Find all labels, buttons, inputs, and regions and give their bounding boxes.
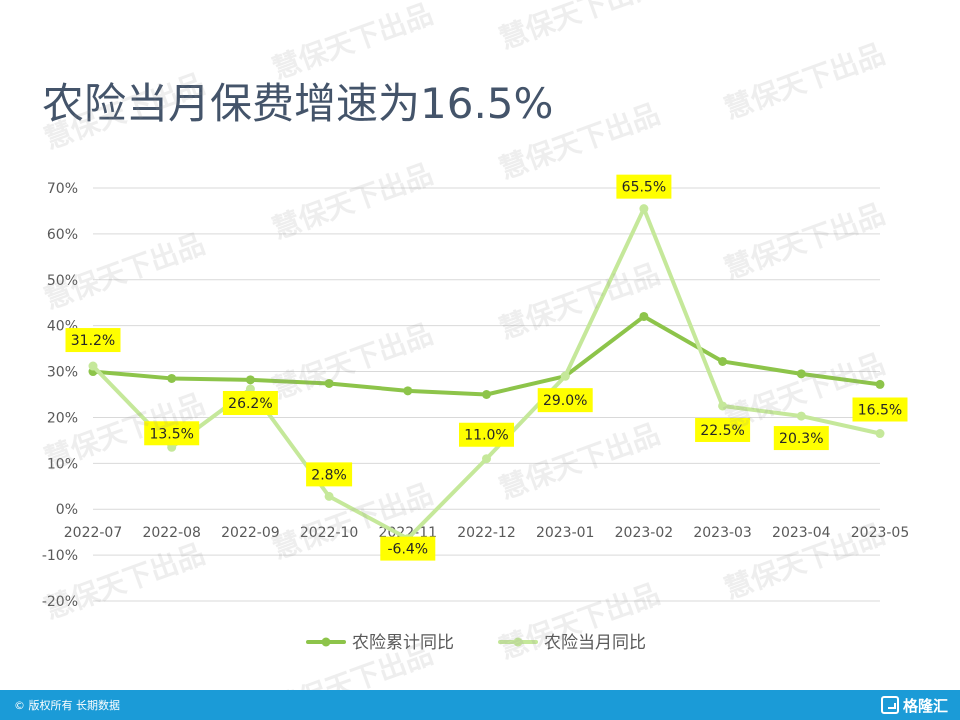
y-tick-label: 50%	[47, 273, 78, 289]
data-point	[796, 369, 806, 379]
data-label: 22.5%	[700, 423, 744, 439]
data-point	[245, 375, 255, 385]
data-label: 16.5%	[858, 403, 902, 419]
legend-label: 农险累计同比	[352, 633, 454, 653]
y-tick-label: 30%	[47, 365, 78, 381]
legend-swatch-marker	[321, 637, 331, 647]
x-tick-label: 2023-05	[851, 525, 910, 541]
series-line	[91, 206, 882, 541]
data-label: 26.2%	[228, 396, 272, 412]
y-tick-label: -10%	[42, 548, 78, 564]
copyright-text: © 版权所有 长期数据	[14, 699, 120, 712]
data-point	[718, 401, 728, 411]
x-tick-label: 2022-10	[300, 525, 359, 541]
data-point	[88, 361, 98, 371]
data-point	[403, 386, 413, 396]
data-label-box	[616, 174, 672, 199]
x-tick-label: 2022-09	[221, 525, 280, 541]
data-point	[639, 204, 649, 214]
x-tick-label: 2022-12	[457, 525, 516, 541]
data-label: 11.0%	[464, 428, 508, 444]
y-tick-label: -20%	[42, 594, 78, 610]
data-label: 29.0%	[543, 393, 587, 409]
data-label-box	[144, 421, 200, 446]
data-label-box	[222, 390, 278, 415]
data-point	[482, 390, 491, 399]
data-label-box	[773, 426, 829, 451]
x-tick-label: 2023-03	[693, 525, 752, 541]
data-label-box	[695, 417, 751, 442]
data-point	[482, 454, 491, 464]
data-point	[324, 491, 334, 501]
legend-swatch-marker	[513, 637, 523, 647]
footer-bar: © 版权所有 长期数据 格隆汇	[0, 690, 960, 720]
data-point	[560, 371, 570, 381]
slide-title: 农险当月保费增速为16.5%	[42, 79, 554, 128]
data-label: 31.2%	[71, 333, 115, 349]
data-label: -6.4%	[387, 542, 428, 558]
brand-logo: 格隆汇	[880, 694, 948, 716]
data-label-box	[537, 388, 593, 413]
y-tick-label: 60%	[47, 227, 78, 243]
x-tick-label: 2023-04	[772, 525, 831, 541]
data-point	[639, 311, 649, 321]
data-point	[875, 379, 885, 389]
x-tick-label: 2022-07	[64, 525, 123, 541]
data-label-box	[306, 462, 353, 487]
y-tick-label: 0%	[56, 502, 78, 518]
data-label: 65.5%	[622, 180, 666, 196]
y-tick-label: 20%	[47, 410, 78, 426]
data-point	[324, 378, 334, 388]
data-point	[718, 356, 728, 366]
data-label-box	[380, 536, 436, 561]
data-point	[875, 429, 885, 439]
x-tick-label: 2023-01	[536, 525, 595, 541]
line-chart: 70%60%50%40%30%20%10%0%-10%-20%2022-07 20…	[42, 174, 910, 653]
y-tick-label: 70%	[47, 181, 78, 197]
data-point	[167, 373, 177, 383]
brand-logo-icon	[880, 696, 899, 714]
data-label: 13.5%	[149, 426, 193, 442]
brand-logo-text: 格隆汇	[902, 696, 948, 715]
data-label-box	[65, 328, 121, 353]
data-point	[796, 411, 806, 421]
x-tick-label: 2022-08	[142, 525, 201, 541]
data-label-box	[459, 422, 514, 447]
legend-label: 农险当月同比	[544, 633, 646, 653]
data-label: 20.3%	[779, 431, 823, 447]
data-label: 2.8%	[311, 467, 347, 483]
x-tick-label: 2023-02	[615, 525, 674, 541]
y-tick-label: 10%	[47, 456, 78, 472]
series-line	[91, 314, 882, 397]
data-label-box	[852, 397, 908, 422]
